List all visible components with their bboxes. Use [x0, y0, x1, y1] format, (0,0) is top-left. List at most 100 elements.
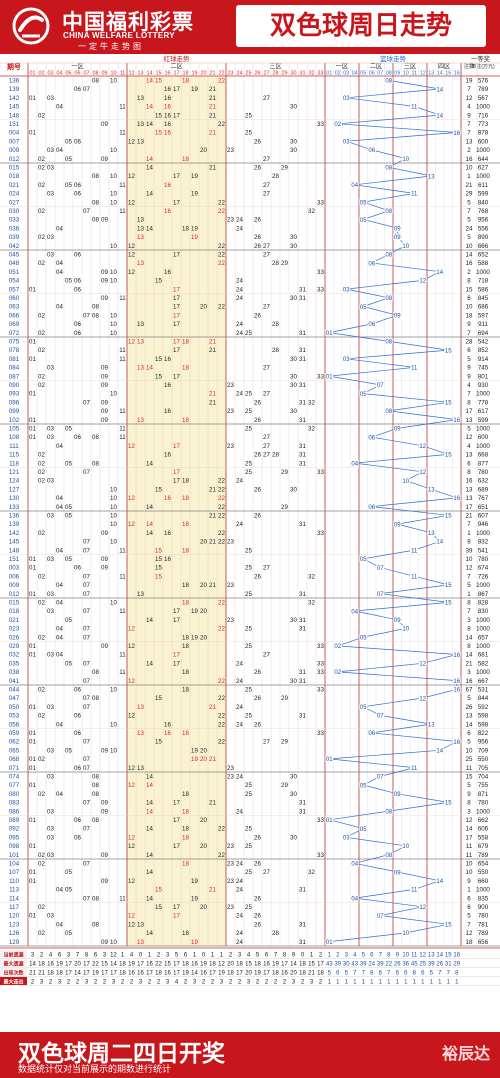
stat-blue-value: 30	[343, 962, 350, 968]
winner-count: 10	[466, 243, 473, 250]
winner-count: 10	[466, 861, 473, 868]
red-ball-number: 10	[110, 269, 117, 276]
issue-number: 053	[9, 713, 20, 720]
issue-number: 004	[9, 130, 20, 137]
red-ball-number: 29	[281, 782, 288, 789]
red-ball-number: 09	[101, 278, 108, 285]
stat-red-value: 17	[101, 971, 108, 977]
red-ball-number: 09	[101, 373, 108, 380]
red-ball-number: 01	[29, 565, 36, 572]
stat-red-value: 19	[92, 971, 99, 977]
header-zone2: 二区	[170, 62, 183, 70]
red-ball-number: 19	[191, 756, 198, 763]
red-ball-number: 24	[236, 721, 243, 728]
stat-red-value: 16	[191, 962, 198, 968]
stat-red-value: 1	[211, 953, 215, 959]
issue-number: 129	[9, 939, 20, 946]
blue-ball-marker	[418, 277, 427, 284]
blue-ball-number: 09	[394, 792, 401, 798]
red-ball-number: 14	[146, 78, 153, 85]
blue-number-header: 11	[411, 71, 417, 77]
red-ball-number: 01	[29, 339, 36, 346]
stat-red-value: 3	[103, 953, 107, 959]
blue-ball-marker	[418, 659, 427, 667]
winner-count: 7	[467, 521, 471, 528]
winner-count: 15	[466, 774, 473, 781]
prize-amount: 755	[478, 782, 489, 789]
red-ball-number: 27	[263, 243, 270, 250]
red-ball-number: 21	[209, 391, 216, 398]
red-ball-number: 05	[65, 887, 72, 894]
red-ball-number: 30	[290, 138, 297, 145]
red-ball-number: 02	[38, 156, 45, 163]
winner-count: 16	[466, 156, 473, 163]
winner-count: 16	[466, 260, 473, 267]
stat-blue-value: 7	[447, 971, 451, 977]
red-ball-number: 01	[29, 286, 36, 293]
blue-ball-number: 05	[360, 392, 367, 398]
blue-ball-marker	[452, 677, 461, 684]
blue-ball-marker	[384, 807, 393, 815]
red-ball-number: 05	[65, 930, 72, 937]
winner-count: 21	[466, 513, 473, 520]
prize-amount: 705	[478, 765, 489, 772]
red-ball-number: 12	[128, 269, 135, 276]
prize-amount: 627	[478, 165, 489, 172]
stat-blue-value: 7	[438, 971, 442, 977]
winner-count: 5	[467, 426, 471, 433]
stat-red-value: 18	[119, 971, 126, 977]
winner-count: 14	[466, 634, 473, 641]
red-ball-number: 02	[38, 260, 45, 267]
red-ball-number: 06	[74, 252, 81, 259]
red-ball-number: 23	[227, 765, 234, 772]
stat-red-value: 2	[274, 980, 278, 986]
red-ball-number: 20	[200, 756, 207, 763]
red-ball-number: 31	[299, 887, 306, 894]
stat-red-value: 1	[148, 953, 152, 959]
issue-number: 071	[9, 765, 20, 772]
red-ball-number: 02	[38, 634, 45, 641]
stat-red-value: 20	[227, 962, 234, 968]
blue-ball-number: 10	[402, 844, 409, 850]
stat-red-value: 15	[308, 962, 315, 968]
stat-red-value: 17	[83, 962, 90, 968]
stat-red-value: 6	[94, 953, 98, 959]
red-ball-number: 02	[38, 452, 45, 459]
stat-red-value: 3	[31, 953, 35, 959]
red-ball-number: 18	[182, 643, 189, 650]
prize-amount: 1000	[476, 443, 490, 450]
blue-ball-number: 08	[385, 409, 392, 415]
stat-red-value: 19	[182, 971, 189, 977]
red-ball-number: 31	[299, 713, 306, 720]
stat-blue-value: 11	[411, 953, 418, 959]
blue-ball-number: 09	[394, 522, 401, 528]
issue-number: 059	[9, 730, 20, 737]
stat-blue-value: 8	[370, 971, 374, 977]
red-ball-number: 11	[119, 426, 126, 433]
red-ball-number: 03	[47, 747, 54, 754]
blue-ball-marker	[444, 581, 453, 589]
red-ball-number: 25	[245, 782, 252, 789]
stat-blue-value: 4	[353, 953, 357, 959]
blue-trend-line	[329, 80, 459, 942]
blue-ball-marker	[401, 155, 410, 162]
stat-red-value: 3	[220, 980, 224, 986]
winner-count: 1	[467, 173, 471, 180]
issue-number: 036	[9, 225, 20, 232]
trend-chart: 期号 红球走势 篮球走势 一区 二区 三区 一区 二区 三区 四区 一等奖 注数 单注(万元) 01 02 0…	[0, 54, 500, 1032]
winner-count: 5	[467, 199, 471, 206]
blue-ball-number: 03	[343, 835, 350, 841]
stat-red-value: 3	[58, 980, 62, 986]
red-ball-number: 01	[29, 434, 36, 441]
prize-amount: 1000	[476, 269, 490, 276]
red-ball-number: 10	[110, 391, 117, 398]
logo-english-text: CHINA WELFARE LOTTERY	[63, 31, 175, 40]
blue-ball-number: 15	[445, 453, 452, 459]
red-ball-number: 26	[254, 217, 261, 224]
red-ball-number: 25	[245, 460, 252, 467]
red-ball-number: 12	[128, 878, 135, 885]
winner-count: 13	[466, 138, 473, 145]
header-blue-trend: 篮球走势	[380, 54, 407, 63]
blue-ball-number: 16	[453, 740, 460, 746]
red-ball-number: 13	[137, 939, 144, 946]
